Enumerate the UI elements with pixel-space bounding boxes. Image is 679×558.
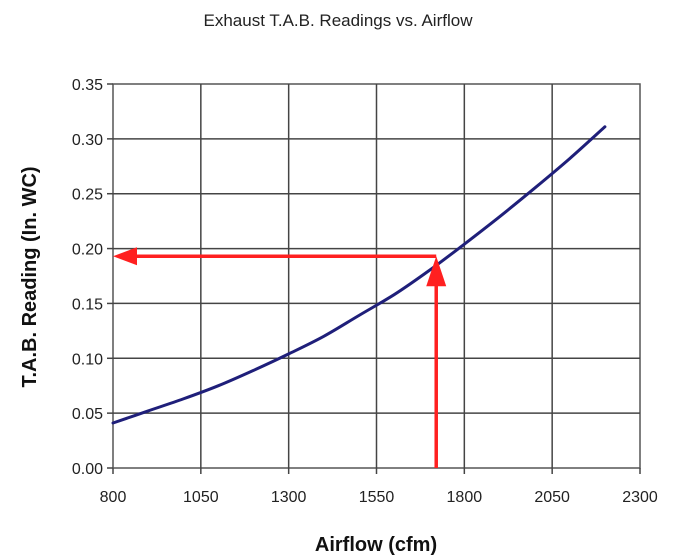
y-tick-label: 0.20 [72,242,103,259]
vertical-arrow-head [426,256,447,287]
x-tick-label: 2300 [622,489,658,506]
y-tick-label: 0.25 [72,187,103,204]
x-tick-label: 1550 [359,489,395,506]
annotation-layer [113,247,447,468]
grid [107,83,641,474]
x-tick-label: 800 [100,489,127,506]
y-tick-label: 0.35 [72,77,103,94]
x-axis-label: Airflow (cfm) [315,534,437,556]
x-tick-label: 1300 [271,489,307,506]
y-tick-label: 0.15 [72,296,103,313]
chart-title: Exhaust T.A.B. Readings vs. Airflow [204,11,474,30]
y-tick-label: 0.30 [72,132,103,149]
y-tick-label: 0.10 [72,351,103,368]
y-tick-label: 0.00 [72,461,103,478]
x-tick-label: 1050 [183,489,219,506]
y-axis-label: T.A.B. Reading (In. WC) [19,166,41,387]
x-tick-label: 2050 [534,489,570,506]
horizontal-arrow-head [113,247,137,266]
series-line [111,125,607,425]
y-tick-label: 0.05 [72,406,103,423]
tick-labels: 800 1050 1300 1550 1800 2050 2300 0.00 0.05 0.10 0… [72,77,658,506]
series-layer [111,125,607,425]
x-tick-label: 1800 [447,489,483,506]
